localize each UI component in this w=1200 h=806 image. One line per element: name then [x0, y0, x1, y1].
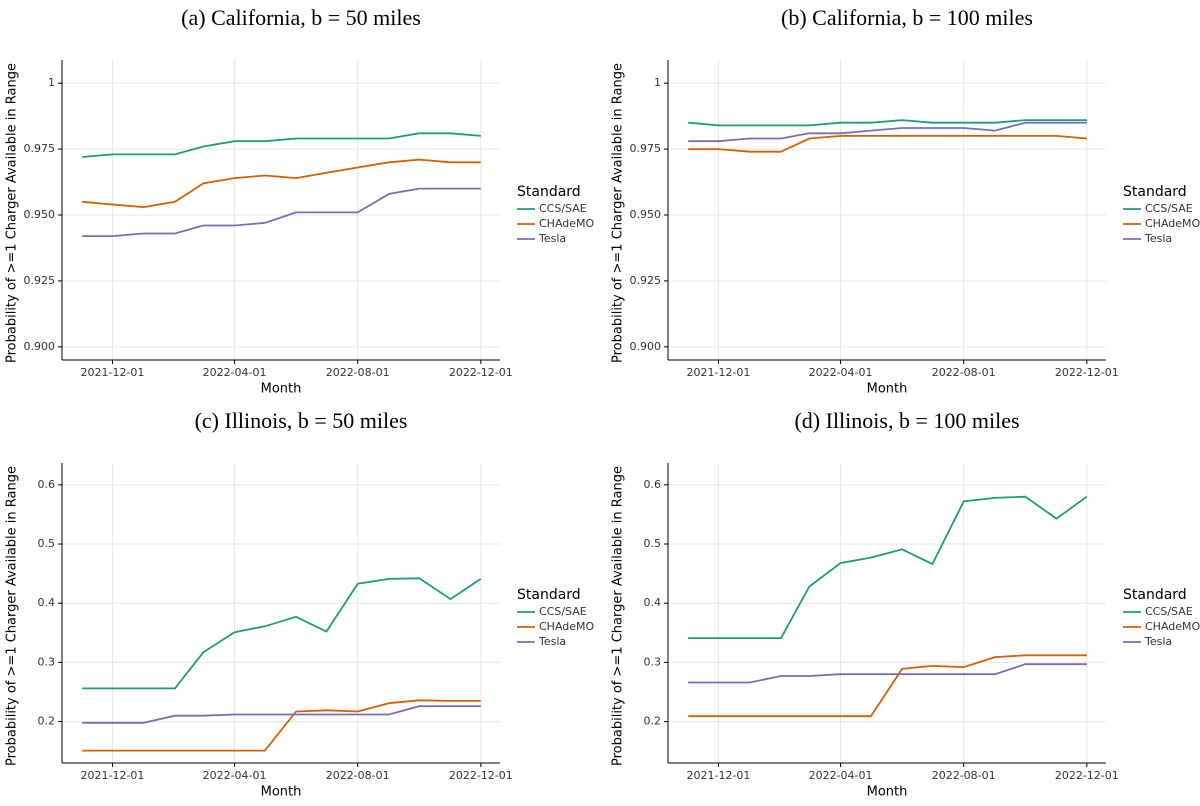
x-axis-label: Month	[867, 785, 908, 800]
series-line	[82, 699, 481, 752]
legend-label: Tesla	[538, 232, 566, 245]
panel-title: (b) California, b = 100 miles	[781, 5, 1033, 30]
legend-label: CHAdeMO	[1145, 620, 1200, 633]
y-axis-label: Probability of >=1 Charger Available in …	[611, 466, 626, 766]
y-tick-label: 0.6	[38, 478, 56, 491]
x-tick-label: 2022-08-01	[326, 366, 390, 379]
series-line	[82, 132, 481, 158]
y-tick-label: 0.975	[24, 142, 56, 155]
legend-label: CHAdeMO	[539, 620, 595, 633]
x-tick-label: 2022-12-01	[449, 366, 513, 379]
y-tick-label: 0.6	[644, 478, 662, 491]
panel-title: (c) Illinois, b = 50 miles	[195, 408, 408, 433]
legend-label: CCS/SAE	[539, 202, 587, 215]
legend-label: CHAdeMO	[1145, 217, 1200, 230]
x-tick-label: 2022-04-01	[203, 769, 267, 782]
y-tick-label: 0.925	[24, 274, 56, 287]
x-tick-label: 2022-04-01	[809, 366, 873, 379]
series-line	[688, 121, 1087, 143]
panel-title: (d) Illinois, b = 100 miles	[794, 408, 1019, 433]
y-axis-label: Probability of >=1 Charger Available in …	[5, 63, 20, 363]
y-tick-label: 0.5	[644, 537, 662, 550]
y-tick-label: 0.5	[38, 537, 56, 550]
y-tick-label: 0.975	[630, 142, 662, 155]
x-tick-label: 2021-12-01	[686, 366, 750, 379]
x-tick-label: 2021-12-01	[80, 769, 144, 782]
y-tick-label: 0.4	[38, 596, 56, 609]
x-tick-label: 2021-12-01	[80, 366, 144, 379]
y-tick-label: 1	[48, 76, 55, 89]
panel: (b) California, b = 100 miles 0.900 0.925 0…	[611, 5, 1200, 396]
legend-label: Tesla	[1144, 635, 1172, 648]
x-axis-label: Month	[261, 785, 302, 800]
legend-label: CHAdeMO	[539, 217, 595, 230]
y-axis-label: Probability of >=1 Charger Available in …	[5, 466, 20, 766]
y-tick-label: 0.2	[38, 715, 56, 728]
x-tick-label: 2022-12-01	[449, 769, 513, 782]
legend-label: CCS/SAE	[1145, 605, 1193, 618]
x-axis-label: Month	[867, 382, 908, 397]
y-tick-label: 1	[654, 76, 661, 89]
x-tick-label: 2022-08-01	[932, 366, 996, 379]
y-tick-label: 0.900	[630, 340, 662, 353]
series-line	[82, 705, 481, 724]
legend-label: CCS/SAE	[539, 605, 587, 618]
legend-title: Standard	[1123, 184, 1187, 200]
series-line	[688, 654, 1087, 718]
series-line	[82, 187, 481, 237]
legend-label: Tesla	[1144, 232, 1172, 245]
y-tick-label: 0.2	[644, 715, 662, 728]
x-tick-label: 2022-12-01	[1055, 366, 1119, 379]
x-axis-label: Month	[261, 382, 302, 397]
series-line	[82, 577, 482, 690]
x-tick-label: 2021-12-01	[686, 769, 750, 782]
panel: (a) California, b = 50 miles 0.900 0.925 0.…	[5, 5, 595, 396]
x-tick-label: 2022-08-01	[326, 769, 390, 782]
y-tick-label: 0.950	[24, 208, 56, 221]
series-line	[688, 495, 1088, 639]
panel: (c) Illinois, b = 50 miles 0.2 0.3 0.4 0.5 0.…	[5, 408, 595, 799]
series-line	[688, 119, 1087, 127]
legend-title: Standard	[1123, 587, 1187, 603]
x-tick-label: 2022-04-01	[203, 366, 267, 379]
y-axis-label: Probability of >=1 Charger Available in …	[611, 63, 626, 363]
legend-label: CCS/SAE	[1145, 202, 1193, 215]
legend-title: Standard	[517, 184, 581, 200]
panel-title: (a) California, b = 50 miles	[181, 5, 421, 30]
legend-title: Standard	[517, 587, 581, 603]
y-tick-label: 0.3	[644, 655, 662, 668]
y-tick-label: 0.3	[38, 655, 56, 668]
x-tick-label: 2022-12-01	[1055, 769, 1119, 782]
y-tick-label: 0.925	[630, 274, 662, 287]
series-line	[688, 663, 1087, 684]
series-line	[688, 135, 1087, 153]
series-line	[82, 158, 481, 209]
x-tick-label: 2022-08-01	[932, 769, 996, 782]
x-tick-label: 2022-04-01	[809, 769, 873, 782]
y-tick-label: 0.4	[644, 596, 662, 609]
y-tick-label: 0.950	[630, 208, 662, 221]
legend-label: Tesla	[538, 635, 566, 648]
panel: (d) Illinois, b = 100 miles 0.2 0.3 0.4 0.5 0…	[611, 408, 1200, 799]
y-tick-label: 0.900	[24, 340, 56, 353]
